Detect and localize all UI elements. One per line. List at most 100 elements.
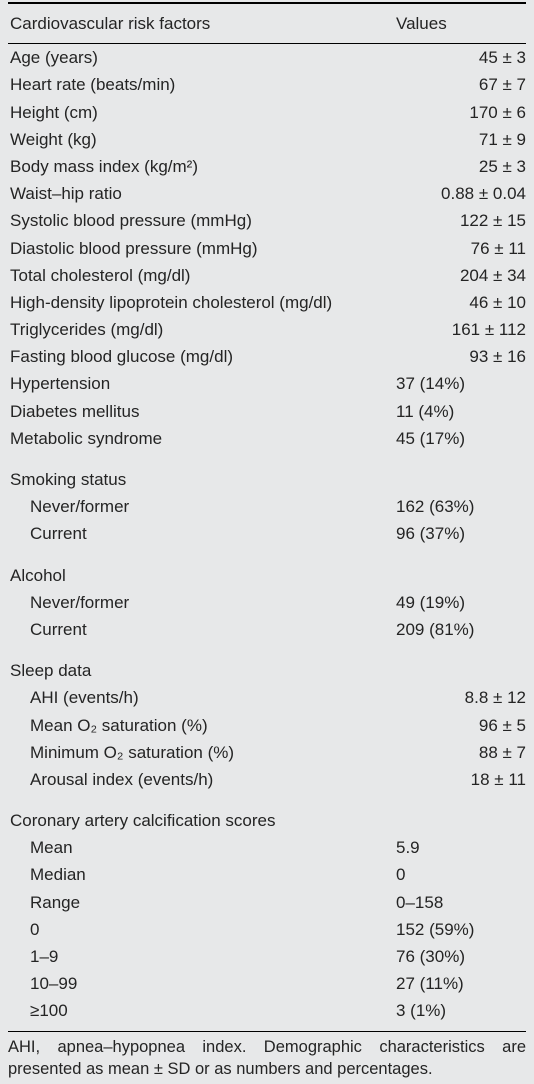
table-row: Median0 <box>8 861 526 888</box>
row-value: 8.8 ± 12 <box>396 684 526 711</box>
table-row: 10–9927 (11%) <box>8 970 526 997</box>
group-title: Smoking status <box>8 466 526 493</box>
table-row: Hypertension37 (14%) <box>8 370 526 397</box>
table-row: Diastolic blood pressure (mmHg)76 ± 11 <box>8 235 526 262</box>
table-row: Systolic blood pressure (mmHg)122 ± 15 <box>8 207 526 234</box>
row-value: 46 ± 10 <box>396 289 526 316</box>
row-label: Arousal index (events/h) <box>8 766 396 793</box>
row-value: 96 ± 5 <box>396 712 526 739</box>
table-row: Range0–158 <box>8 889 526 916</box>
table-row: Age (years)45 ± 3 <box>8 44 526 71</box>
row-label: Current <box>8 520 396 547</box>
table-row: Total cholesterol (mg/dl)204 ± 34 <box>8 262 526 289</box>
row-label: Fasting blood glucose (mg/dl) <box>8 343 396 370</box>
row-label: AHI (events/h) <box>8 684 396 711</box>
row-label: Diastolic blood pressure (mmHg) <box>8 235 396 262</box>
table-row: Arousal index (events/h)18 ± 11 <box>8 766 526 793</box>
group-title-row: Sleep data <box>8 657 526 684</box>
table-row: Diabetes mellitus11 (4%) <box>8 398 526 425</box>
table-row: Height (cm)170 ± 6 <box>8 99 526 126</box>
group: Smoking statusNever/former162 (63%)Curre… <box>8 466 526 548</box>
row-value: 152 (59%) <box>396 916 526 943</box>
row-value: 88 ± 7 <box>396 739 526 766</box>
row-value: 0–158 <box>396 889 526 916</box>
row-value: 162 (63%) <box>396 493 526 520</box>
row-label: Never/former <box>8 493 396 520</box>
row-label: Hypertension <box>8 370 396 397</box>
row-value: 25 ± 3 <box>396 153 526 180</box>
row-label: Systolic blood pressure (mmHg) <box>8 207 396 234</box>
group: AlcoholNever/former49 (19%)Current209 (8… <box>8 562 526 644</box>
header-left: Cardiovascular risk factors <box>8 10 396 37</box>
risk-factors-table: Cardiovascular risk factors Values Age (… <box>0 0 534 1084</box>
table-row: Never/former162 (63%) <box>8 493 526 520</box>
table-footnote: AHI, apnea–hypopnea index. Demographic c… <box>8 1031 526 1081</box>
row-label: Total cholesterol (mg/dl) <box>8 262 396 289</box>
group: Coronary artery calcification scoresMean… <box>8 807 526 1025</box>
row-value: 209 (81%) <box>396 616 526 643</box>
group-title-row: Coronary artery calcification scores <box>8 807 526 834</box>
row-value: 67 ± 7 <box>396 71 526 98</box>
row-label: Body mass index (kg/m²) <box>8 153 396 180</box>
row-value: 76 (30%) <box>396 943 526 970</box>
row-value: 170 ± 6 <box>396 99 526 126</box>
row-label: 0 <box>8 916 396 943</box>
table-row: Current209 (81%) <box>8 616 526 643</box>
row-label: Range <box>8 889 396 916</box>
table-row: Body mass index (kg/m²)25 ± 3 <box>8 153 526 180</box>
table-row: Heart rate (beats/min)67 ± 7 <box>8 71 526 98</box>
row-label: Mean O₂ saturation (%) <box>8 712 396 739</box>
row-value: 27 (11%) <box>396 970 526 997</box>
row-label: Metabolic syndrome <box>8 425 396 452</box>
row-label: Heart rate (beats/min) <box>8 71 396 98</box>
table-row: ≥1003 (1%) <box>8 997 526 1024</box>
row-value: 71 ± 9 <box>396 126 526 153</box>
group-title-row: Smoking status <box>8 466 526 493</box>
row-value: 76 ± 11 <box>396 235 526 262</box>
row-value: 204 ± 34 <box>396 262 526 289</box>
row-label: Mean <box>8 834 396 861</box>
group-title: Sleep data <box>8 657 526 684</box>
row-value: 93 ± 16 <box>396 343 526 370</box>
row-value: 0 <box>396 861 526 888</box>
row-label: Minimum O₂ saturation (%) <box>8 739 396 766</box>
row-value: 5.9 <box>396 834 526 861</box>
row-label: 1–9 <box>8 943 396 970</box>
row-value: 96 (37%) <box>396 520 526 547</box>
table-header: Cardiovascular risk factors Values <box>8 6 526 44</box>
row-label: High-density lipoprotein cholesterol (mg… <box>8 289 396 316</box>
table-row: Current96 (37%) <box>8 520 526 547</box>
table-groups: Smoking statusNever/former162 (63%)Curre… <box>8 466 526 1025</box>
row-value: 161 ± 112 <box>396 316 526 343</box>
table-row: Metabolic syndrome45 (17%) <box>8 425 526 452</box>
table-row: AHI (events/h)8.8 ± 12 <box>8 684 526 711</box>
table-row: Mean O₂ saturation (%)96 ± 5 <box>8 712 526 739</box>
row-label: 10–99 <box>8 970 396 997</box>
table-row: 1–976 (30%) <box>8 943 526 970</box>
row-label: Triglycerides (mg/dl) <box>8 316 396 343</box>
table-row: Weight (kg)71 ± 9 <box>8 126 526 153</box>
table-row: Never/former49 (19%) <box>8 589 526 616</box>
table-row: Triglycerides (mg/dl)161 ± 112 <box>8 316 526 343</box>
table-row: Waist–hip ratio0.88 ± 0.04 <box>8 180 526 207</box>
table-body: Age (years)45 ± 3Heart rate (beats/min)6… <box>8 44 526 452</box>
row-label: Current <box>8 616 396 643</box>
row-label: Never/former <box>8 589 396 616</box>
row-value: 3 (1%) <box>396 997 526 1024</box>
table-row: Minimum O₂ saturation (%)88 ± 7 <box>8 739 526 766</box>
row-value: 37 (14%) <box>396 370 526 397</box>
header-right: Values <box>396 10 526 37</box>
table-row: Mean5.9 <box>8 834 526 861</box>
top-rule <box>8 2 526 4</box>
row-label: ≥100 <box>8 997 396 1024</box>
row-value: 45 (17%) <box>396 425 526 452</box>
group-title: Coronary artery calcification scores <box>8 807 526 834</box>
group-title-row: Alcohol <box>8 562 526 589</box>
row-label: Height (cm) <box>8 99 396 126</box>
group-title: Alcohol <box>8 562 526 589</box>
row-value: 45 ± 3 <box>396 44 526 71</box>
table-row: Fasting blood glucose (mg/dl)93 ± 16 <box>8 343 526 370</box>
row-label: Weight (kg) <box>8 126 396 153</box>
row-value: 49 (19%) <box>396 589 526 616</box>
row-label: Median <box>8 861 396 888</box>
